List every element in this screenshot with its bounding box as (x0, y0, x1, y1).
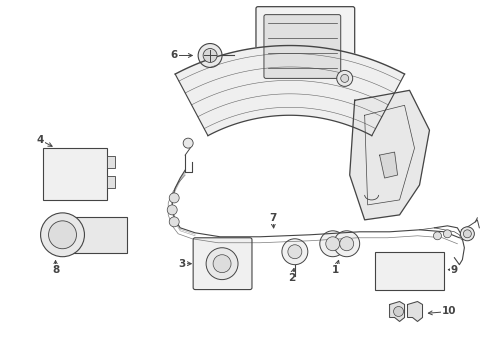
Polygon shape (390, 302, 405, 321)
Text: 2: 2 (288, 273, 295, 283)
Circle shape (169, 193, 179, 203)
Circle shape (334, 231, 360, 257)
Polygon shape (175, 45, 405, 136)
FancyBboxPatch shape (43, 148, 107, 200)
Circle shape (282, 239, 308, 265)
FancyBboxPatch shape (107, 176, 115, 188)
Text: 6: 6 (171, 50, 178, 60)
Circle shape (288, 245, 302, 259)
FancyBboxPatch shape (375, 252, 444, 289)
Circle shape (341, 75, 349, 82)
Text: 10: 10 (442, 306, 457, 316)
Text: 9: 9 (451, 265, 458, 275)
Circle shape (340, 237, 354, 251)
FancyBboxPatch shape (256, 7, 355, 88)
Circle shape (49, 221, 76, 249)
Circle shape (203, 49, 217, 62)
Circle shape (183, 138, 193, 148)
Polygon shape (408, 302, 422, 321)
Circle shape (41, 213, 84, 257)
Circle shape (337, 71, 353, 86)
FancyBboxPatch shape (73, 217, 127, 253)
Circle shape (213, 255, 231, 273)
Text: 5: 5 (328, 42, 335, 53)
Circle shape (320, 231, 346, 257)
Circle shape (464, 230, 471, 238)
Text: 7: 7 (269, 213, 277, 223)
FancyBboxPatch shape (107, 156, 115, 168)
Text: 3: 3 (178, 259, 186, 269)
Polygon shape (350, 90, 429, 220)
Circle shape (326, 237, 340, 251)
Text: 4: 4 (37, 135, 44, 145)
Polygon shape (380, 152, 397, 178)
Circle shape (393, 306, 404, 316)
Text: 1: 1 (332, 265, 340, 275)
FancyBboxPatch shape (264, 15, 341, 78)
FancyBboxPatch shape (193, 238, 252, 289)
Text: 8: 8 (52, 265, 59, 275)
Circle shape (167, 205, 177, 215)
Circle shape (198, 44, 222, 67)
Circle shape (461, 227, 474, 241)
Circle shape (169, 217, 179, 227)
Circle shape (443, 230, 451, 238)
Circle shape (206, 248, 238, 280)
Circle shape (434, 232, 441, 240)
